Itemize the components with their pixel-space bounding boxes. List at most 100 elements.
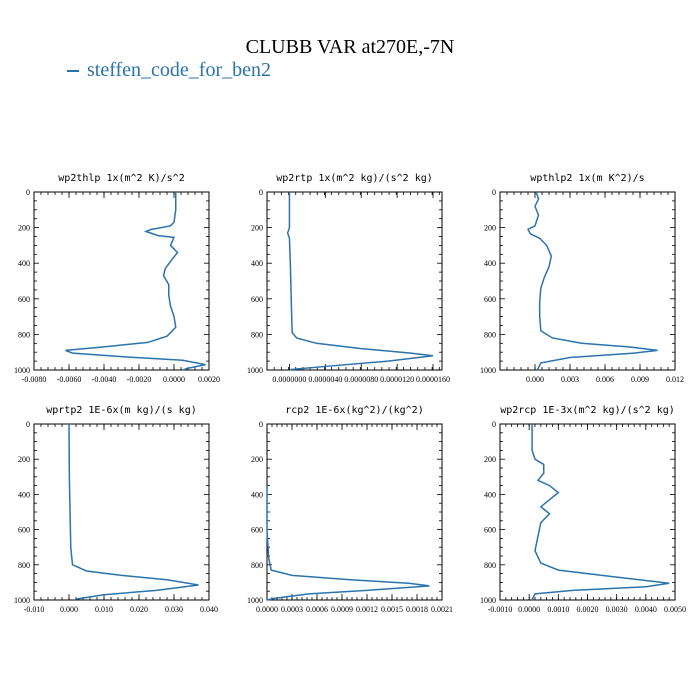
y-tick-label: 600 [251, 295, 263, 304]
y-tick-label: 1000 [247, 596, 263, 605]
legend-swatch [67, 70, 79, 73]
x-tick-label: -0.0040 [92, 375, 117, 384]
x-tick-label: 0.0018 [406, 605, 428, 614]
x-tick-label: 0.0012 [356, 605, 378, 614]
panel-title: wp2thlp 1x(m^2 K)/s^2 [58, 173, 184, 184]
y-tick-label: 1000 [247, 366, 263, 375]
x-tick-label: 0.010 [95, 605, 113, 614]
panel-title: wp2rcp 1E-3x(m^2 kg)/(s^2 kg) [500, 405, 675, 416]
y-tick-label: 400 [251, 490, 263, 499]
y-tick-label: 800 [484, 561, 496, 570]
panel-title: wpthlp2 1x(m K^2)/s [530, 173, 644, 184]
y-tick-label: 0 [26, 188, 30, 197]
x-tick-label: 0.006 [596, 375, 614, 384]
x-tick-label: 0.009 [631, 375, 649, 384]
y-tick-label: 200 [484, 224, 496, 233]
y-tick-label: 1000 [14, 366, 30, 375]
y-tick-label: 600 [484, 295, 496, 304]
y-tick-label: 0 [259, 188, 263, 197]
x-tick-label: 0.0030 [606, 605, 628, 614]
profile-line [65, 192, 206, 371]
x-tick-label: 0.0006 [306, 605, 328, 614]
y-tick-label: 0 [492, 420, 496, 429]
figure-title: CLUBB VAR at270E,-7N [245, 36, 455, 58]
chart-panel-2: wp2rtp 1x(m^2 kg)/(s^2 kg) 0 200 400 600 800 1… [247, 173, 450, 384]
x-tick-label: 0.0000160 [416, 375, 450, 384]
y-tick-label: 400 [484, 490, 496, 499]
x-tick-label: 0.000 [60, 605, 78, 614]
x-tick-label: 0.040 [200, 605, 218, 614]
y-tick-label: 800 [251, 561, 263, 570]
y-tick-label: 600 [18, 526, 30, 535]
chart-panel-1: wp2thlp 1x(m^2 K)/s^202004006008001000-0… [14, 173, 220, 384]
y-tick-label: 1000 [14, 596, 30, 605]
y-tick-label: 600 [251, 526, 263, 535]
x-tick-label: 0.0000040 [308, 375, 342, 384]
x-tick-label: -0.0060 [57, 375, 82, 384]
y-tick-label: 1000 [480, 366, 496, 375]
y-tick-label: 200 [18, 455, 30, 464]
plot-frame [266, 423, 443, 601]
legend-label: steffen_code_for_ben2 [87, 59, 272, 81]
profile-line [526, 191, 658, 371]
x-tick-label: 0.0000080 [344, 375, 378, 384]
x-tick-label: 0.0009 [331, 605, 353, 614]
plot-frame [266, 191, 443, 371]
y-tick-label: 200 [18, 224, 30, 233]
profile-line [286, 192, 434, 371]
y-tick-label: 400 [484, 259, 496, 268]
x-tick-label: 0.020 [130, 605, 148, 614]
chart-panel-3: wpthlp2 1x(m K^2)/s 0 200 400 600 800 1000 0.00… [480, 173, 684, 384]
x-tick-label: 0.0000 [518, 605, 540, 614]
x-tick-label: 0.000 [526, 375, 544, 384]
plot-frame [33, 423, 210, 601]
y-tick-label: 800 [18, 561, 30, 570]
x-tick-label: 0.0020 [577, 605, 599, 614]
x-tick-label: 0.0003 [281, 605, 303, 614]
y-tick-label: 600 [18, 295, 30, 304]
profile-line [266, 485, 430, 601]
x-tick-label: -0.0020 [127, 375, 152, 384]
chart-panel-5: rcp2 1E-6x(kg^2)/(kg^2) 0 200 400 600 800 1000… [247, 405, 453, 614]
legend: steffen_code_for_ben2 [67, 59, 271, 82]
x-tick-label: -0.010 [24, 605, 45, 614]
x-tick-label: 0.0021 [431, 605, 453, 614]
panel-title: wprtp2 1E-6x(m kg)/(s kg) [46, 405, 197, 416]
panel-title: wp2rtp 1x(m^2 kg)/(s^2 kg) [276, 173, 433, 184]
plot-frame [33, 191, 210, 371]
x-tick-label: 0.003 [561, 375, 579, 384]
x-tick-label: 0.0015 [381, 605, 403, 614]
y-tick-label: 200 [251, 224, 263, 233]
y-tick-label: 0 [492, 188, 496, 197]
x-tick-label: 0.0040 [635, 605, 657, 614]
x-tick-label: 0.0000000 [272, 375, 306, 384]
y-tick-label: 1000 [480, 596, 496, 605]
x-tick-label: 0.030 [165, 605, 183, 614]
y-tick-label: 400 [18, 490, 30, 499]
y-tick-label: 400 [251, 259, 263, 268]
y-tick-label: 800 [251, 330, 263, 339]
y-tick-label: 200 [251, 455, 263, 464]
x-tick-label: 0.0000 [256, 605, 278, 614]
profile-line [531, 424, 670, 601]
profile-line [68, 423, 199, 600]
y-tick-label: 0 [259, 420, 263, 429]
x-tick-label: -0.0010 [488, 605, 513, 614]
x-tick-label: 0.0020 [198, 375, 220, 384]
x-tick-label: 0.0010 [547, 605, 569, 614]
y-tick-label: 600 [484, 526, 496, 535]
x-tick-label: 0.0000120 [380, 375, 414, 384]
panel-title: rcp2 1E-6x(kg^2)/(kg^2) [285, 405, 423, 416]
x-tick-label: 0.0050 [664, 605, 686, 614]
chart-panel-4: wprtp2 1E-6x(m kg)/(s kg) 0 200 400 600 800 10… [14, 405, 218, 614]
chart-panel-6: wp2rcp 1E-3x(m^2 kg)/(s^2 kg) 0 200 400 600 8… [480, 405, 686, 614]
y-tick-label: 800 [18, 330, 30, 339]
y-tick-label: 0 [26, 420, 30, 429]
x-tick-label: -0.0080 [22, 375, 47, 384]
x-tick-label: 0.0000 [163, 375, 185, 384]
y-tick-label: 800 [484, 330, 496, 339]
y-tick-label: 400 [18, 259, 30, 268]
x-tick-label: 0.012 [666, 375, 684, 384]
y-tick-label: 200 [484, 455, 496, 464]
